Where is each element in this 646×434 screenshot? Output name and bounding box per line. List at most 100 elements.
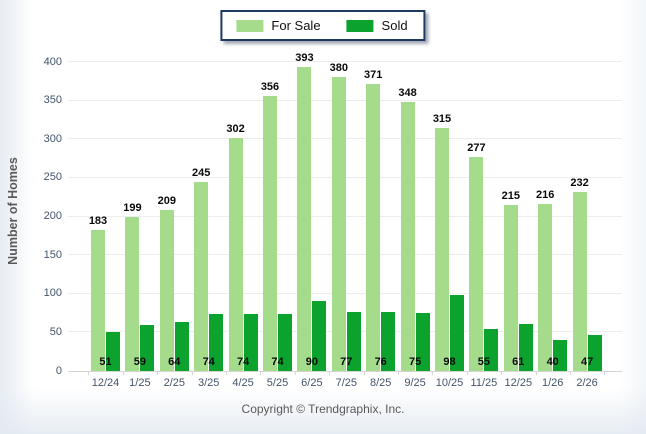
for-sale-value-label: 380 — [329, 62, 348, 75]
sold-value-label: 55 — [477, 356, 491, 368]
bar-sold — [140, 325, 155, 371]
bar-for-sale — [263, 96, 277, 371]
bar-for-sale — [503, 204, 518, 371]
sold-value-label: 64 — [168, 356, 181, 368]
axis-tick-mark — [329, 371, 331, 375]
for-sale-value-label: 183 — [88, 214, 108, 227]
axis-tick-mark — [157, 371, 159, 375]
bar-for-sale — [469, 157, 484, 371]
bar-sold — [450, 295, 464, 371]
sold-value-label: 76 — [374, 356, 387, 368]
x-axis-label: 6/25 — [301, 377, 323, 389]
bar-for-sale — [194, 181, 209, 371]
sold-swatch-icon — [346, 19, 374, 32]
legend-label-sold: Sold — [381, 18, 408, 33]
bar-sold — [346, 311, 361, 371]
x-axis-label: 11/25 — [470, 377, 498, 389]
sold-value-label: 51 — [99, 356, 112, 368]
bar-sold — [518, 323, 533, 371]
for-sale-value-label: 302 — [226, 122, 245, 135]
plot-area: 183 51 199 59 209 64 245 74 302 74 356 74 393 90 380 77… — [68, 52, 622, 372]
sold-value-label: 75 — [408, 356, 422, 368]
axis-tick-mark — [363, 371, 365, 375]
y-axis-tick-label: 0 — [55, 364, 62, 377]
y-axis-tick-label: 250 — [43, 171, 62, 184]
for-sale-value-label: 277 — [467, 142, 486, 155]
x-axis-label: 5/25 — [266, 377, 289, 389]
for-sale-value-label: 245 — [192, 166, 211, 179]
for-sale-value-label: 199 — [123, 202, 142, 215]
x-axis-label: 1/26 — [541, 377, 564, 389]
bar-sold — [587, 334, 602, 371]
bar-for-sale — [91, 229, 105, 371]
axis-tick-mark — [604, 371, 606, 375]
for-sale-swatch-icon — [236, 19, 264, 32]
bar-for-sale — [538, 204, 553, 371]
bar-sold — [381, 312, 396, 371]
sold-value-label: 74 — [236, 356, 250, 368]
axis-tick-mark — [225, 371, 227, 375]
sold-value-label: 77 — [340, 356, 353, 368]
bar-sold — [243, 313, 258, 371]
sold-value-label: 59 — [133, 356, 147, 368]
for-sale-value-label: 348 — [398, 87, 417, 100]
for-sale-value-label: 215 — [501, 189, 520, 202]
y-axis-tick-label: 200 — [43, 210, 62, 222]
sold-value-label: 74 — [271, 356, 284, 368]
bar-for-sale — [297, 67, 312, 371]
axis-tick-mark — [535, 371, 537, 375]
for-sale-value-label: 216 — [536, 189, 555, 202]
x-axis-label: 12/24 — [91, 377, 120, 389]
axis-tick-mark — [191, 371, 193, 375]
for-sale-value-label: 315 — [432, 112, 452, 125]
axis-tick-mark — [466, 371, 468, 375]
sold-value-label: 90 — [305, 356, 319, 368]
x-axis-label: 10/25 — [435, 377, 464, 389]
sold-value-label: 61 — [512, 356, 525, 368]
y-axis-tick-label: 300 — [43, 132, 62, 145]
x-axis-label: 7/25 — [335, 377, 357, 389]
axis-tick-mark — [260, 371, 262, 375]
x-axis-label: 2/26 — [576, 377, 598, 389]
bar-sold — [553, 340, 568, 371]
y-axis-tick-label: 50 — [49, 325, 62, 338]
copyright-text: Copyright © Trendgraphix, Inc. — [241, 402, 405, 416]
sold-value-label: 47 — [580, 356, 594, 368]
bar-sold — [278, 313, 292, 371]
chart-legend: For Sale Sold — [220, 10, 426, 41]
for-sale-value-label: 209 — [157, 194, 176, 207]
axis-tick-mark — [88, 371, 90, 375]
bar-sold — [415, 313, 430, 371]
legend-label-for-sale: For Sale — [271, 18, 321, 33]
bar-for-sale — [572, 191, 587, 371]
axis-tick-mark — [294, 371, 296, 375]
x-axis-label: 1/25 — [129, 377, 151, 389]
axis-tick-mark — [397, 371, 399, 375]
bar-for-sale — [435, 127, 449, 371]
x-axis-label: 4/25 — [232, 377, 254, 389]
bar-for-sale — [125, 217, 140, 371]
for-sale-value-label: 393 — [295, 52, 314, 65]
for-sale-value-label: 356 — [260, 81, 280, 93]
bar-for-sale — [366, 84, 381, 371]
y-axis-tick-label: 400 — [43, 55, 62, 68]
x-axis-label: 2/25 — [163, 377, 185, 389]
bar-sold — [209, 313, 224, 371]
x-axis-label: 9/25 — [404, 377, 426, 389]
for-sale-value-label: 371 — [364, 69, 383, 82]
x-axis-label: 3/25 — [197, 377, 220, 389]
bar-sold — [484, 328, 499, 371]
y-axis-title: Number of Homes — [6, 157, 20, 265]
axis-tick-mark — [122, 371, 124, 375]
x-axis-label: 8/25 — [369, 377, 392, 389]
legend-item-sold: Sold — [346, 18, 408, 33]
y-axis-tick-label: 100 — [43, 287, 62, 300]
sold-value-label: 74 — [202, 356, 215, 368]
bar-for-sale — [331, 77, 346, 371]
bar-for-sale — [159, 209, 174, 371]
sold-value-label: 98 — [443, 356, 456, 368]
for-sale-value-label: 232 — [570, 176, 589, 189]
axis-tick-mark — [432, 371, 434, 375]
sold-value-label: 40 — [546, 356, 559, 368]
